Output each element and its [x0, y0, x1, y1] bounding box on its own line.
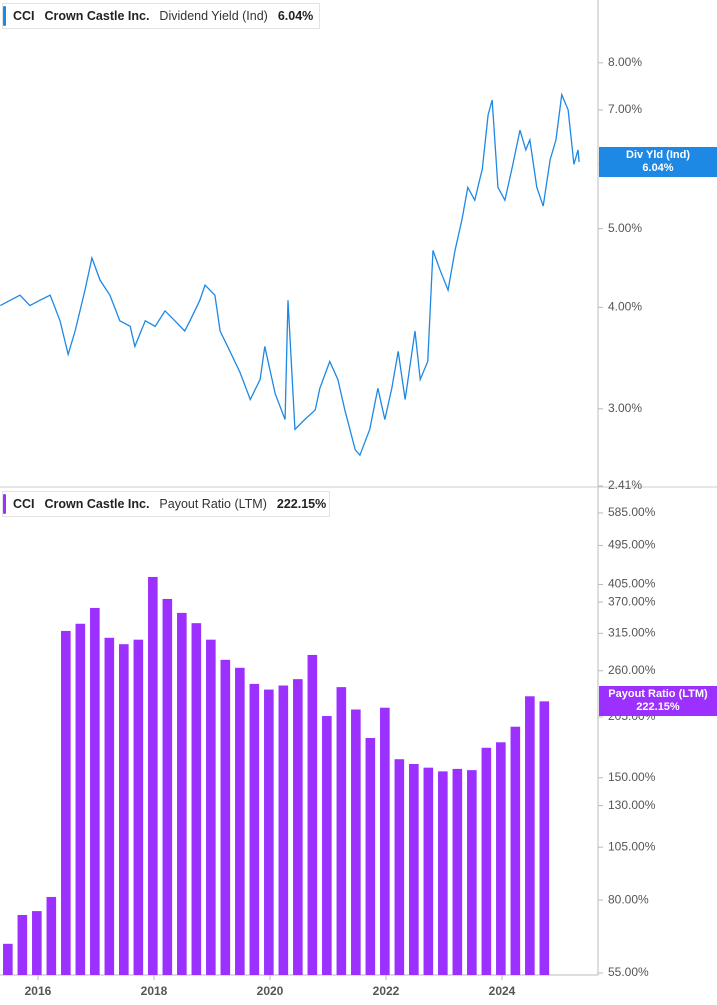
bar [104, 637, 115, 975]
x-tick-label: 2020 [257, 984, 284, 998]
y-tick-label: 370.00% [608, 594, 656, 608]
y-tick-label: 8.00% [608, 55, 642, 69]
y-tick-label: 105.00% [608, 839, 656, 853]
bar [90, 607, 100, 975]
bar [510, 726, 521, 975]
bar [75, 623, 86, 975]
y-tick-label: 495.00% [608, 538, 656, 552]
header-top: CCI Crown Castle Inc. Dividend Yield (In… [2, 3, 320, 29]
marker-name: Payout Ratio (LTM) [608, 688, 708, 701]
header-bottom: CCI Crown Castle Inc. Payout Ratio (LTM)… [2, 491, 330, 517]
marker-name: Div Yld (Ind) [626, 148, 690, 161]
y-tick-label: 4.00% [608, 299, 642, 313]
y-tick-label: 7.00% [608, 102, 642, 116]
header-accent [3, 494, 6, 514]
y-tick-label: 80.00% [608, 892, 649, 906]
marker-value: 222.15% [636, 701, 680, 714]
ticker: CCI [13, 497, 35, 511]
current-value: 222.15% [276, 497, 327, 511]
y-tick-label: 150.00% [608, 770, 656, 784]
bar [380, 707, 390, 975]
bar [46, 896, 57, 975]
y-tick-label: 315.00% [608, 626, 656, 640]
line [0, 92, 580, 457]
bar [496, 742, 506, 975]
bar [438, 771, 448, 975]
y-tick-label: 5.00% [608, 221, 642, 235]
bar [539, 701, 550, 975]
bar [278, 685, 289, 975]
bar [322, 716, 332, 975]
bar [452, 768, 463, 975]
last-value-label: Payout Ratio (LTM) 222.15% [599, 686, 717, 717]
x-tick-label: 2016 [25, 984, 52, 998]
y-tick-label: 55.00% [608, 965, 649, 979]
bar [133, 639, 144, 975]
bar [32, 911, 42, 975]
bar [162, 598, 173, 975]
marker-value: 6.04% [642, 161, 674, 174]
y-tick-label: 260.00% [608, 663, 656, 677]
bar [148, 576, 158, 975]
metric: Dividend Yield (Ind) [159, 9, 268, 23]
y-tick-label: 405.00% [608, 577, 656, 591]
bar [293, 679, 303, 975]
bar [177, 612, 187, 975]
bar [467, 770, 477, 975]
x-tick-label: 2018 [141, 984, 168, 998]
y-tick-label: 585.00% [608, 505, 656, 519]
y-tick-label: 3.00% [608, 401, 642, 415]
bar [220, 659, 231, 975]
y-tick-label: 130.00% [608, 798, 656, 812]
bar [119, 644, 129, 975]
bar [336, 687, 347, 975]
bar [61, 630, 71, 975]
company: Crown Castle Inc. [44, 9, 150, 23]
bar [481, 747, 492, 975]
bar [206, 639, 216, 975]
bar [3, 943, 13, 975]
bar [423, 767, 434, 975]
y-tick-label: 2.41% [608, 478, 642, 492]
x-tick-label: 2022 [373, 984, 400, 998]
company: Crown Castle Inc. [44, 497, 150, 511]
bar [235, 667, 245, 975]
bar [249, 683, 260, 975]
bar [191, 623, 202, 975]
bar [409, 763, 419, 975]
bar [365, 738, 376, 975]
bar [307, 654, 318, 975]
bar [394, 759, 405, 975]
bar [351, 709, 361, 975]
ticker: CCI [13, 9, 35, 23]
bar [264, 689, 274, 975]
metric: Payout Ratio (LTM) [159, 497, 267, 511]
bar [17, 914, 28, 975]
current-value: 6.04% [277, 9, 314, 23]
bar [525, 696, 535, 975]
last-value-label: Div Yld (Ind) 6.04% [599, 146, 717, 177]
header-accent [3, 6, 6, 26]
x-tick-label: 2024 [489, 984, 516, 998]
